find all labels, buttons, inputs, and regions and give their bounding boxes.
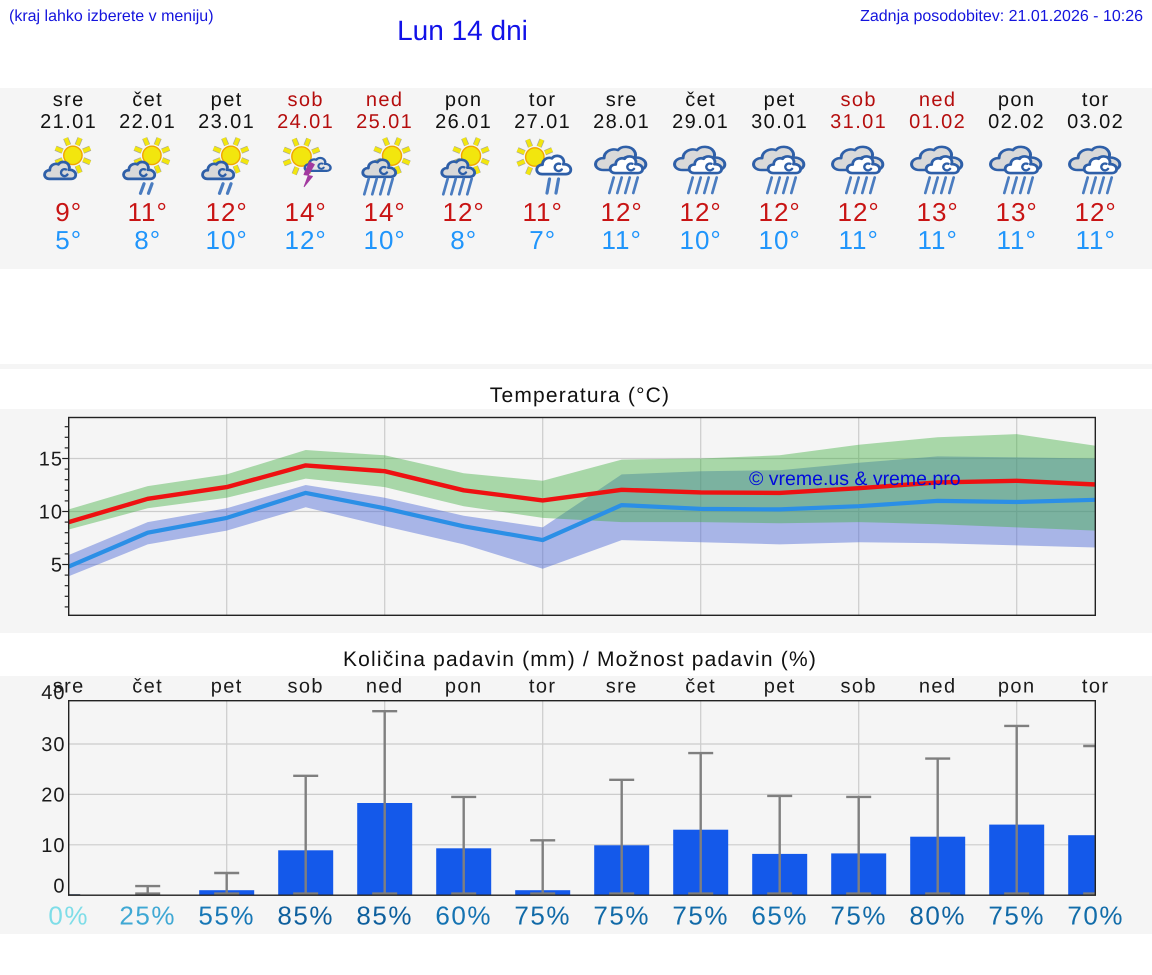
svg-text:75%: 75%	[988, 901, 1045, 931]
svg-text:60%: 60%	[435, 901, 492, 931]
svg-text:75%: 75%	[514, 901, 571, 931]
svg-text:15: 15	[39, 449, 63, 471]
svg-text:pet: pet	[211, 676, 243, 698]
svg-text:pon: pon	[445, 676, 483, 698]
svg-text:40: 40	[41, 682, 65, 704]
svg-text:tor: tor	[1082, 676, 1110, 698]
svg-text:25%: 25%	[119, 901, 176, 931]
svg-text:ned: ned	[366, 676, 404, 698]
svg-text:10: 10	[39, 502, 63, 524]
svg-text:80%: 80%	[909, 901, 966, 931]
svg-text:© vreme.us & vreme.pro: © vreme.us & vreme.pro	[749, 468, 961, 490]
svg-text:sob: sob	[840, 676, 876, 698]
svg-text:ned: ned	[919, 676, 957, 698]
svg-text:55%: 55%	[198, 901, 255, 931]
svg-text:0%: 0%	[48, 901, 89, 931]
svg-text:85%: 85%	[277, 901, 334, 931]
svg-text:5: 5	[51, 555, 63, 577]
svg-text:pet: pet	[764, 676, 796, 698]
svg-text:sre: sre	[606, 676, 638, 698]
svg-text:75%: 75%	[593, 901, 650, 931]
svg-text:tor: tor	[529, 676, 557, 698]
svg-text:pon: pon	[998, 676, 1036, 698]
svg-text:čet: čet	[132, 676, 163, 698]
svg-text:sob: sob	[287, 676, 323, 698]
svg-text:85%: 85%	[356, 901, 413, 931]
svg-text:30: 30	[41, 734, 65, 756]
svg-text:20: 20	[41, 784, 65, 806]
svg-text:70%: 70%	[1067, 901, 1124, 931]
svg-text:0: 0	[53, 876, 65, 898]
svg-text:65%: 65%	[751, 901, 808, 931]
svg-text:10: 10	[41, 835, 65, 857]
svg-text:čet: čet	[685, 676, 716, 698]
svg-text:75%: 75%	[830, 901, 887, 931]
svg-text:sre: sre	[53, 676, 85, 698]
svg-text:75%: 75%	[672, 901, 729, 931]
